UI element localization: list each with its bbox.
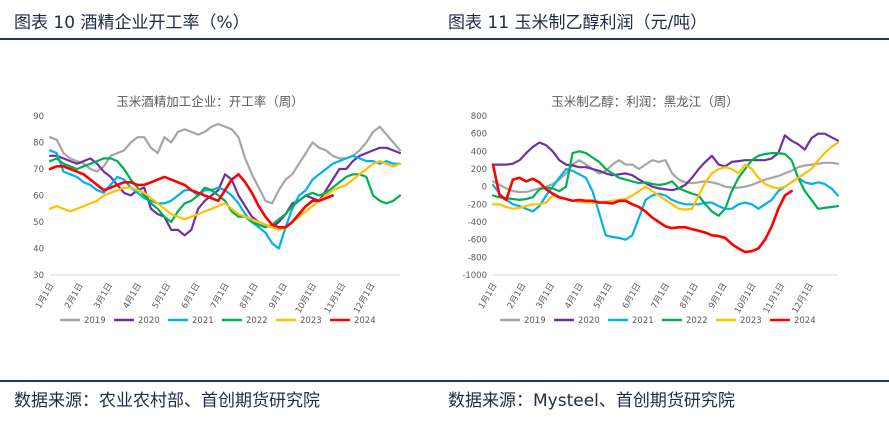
series-line-2019 bbox=[491, 159, 840, 194]
series-line-2020 bbox=[48, 146, 402, 237]
series-line-2021 bbox=[491, 167, 840, 241]
y-tick-label: -1000 bbox=[462, 271, 487, 281]
x-tick-label: 8月1日 bbox=[678, 282, 701, 311]
y-tick-label: 60 bbox=[33, 192, 44, 202]
legend-label-2024: 2024 bbox=[354, 316, 376, 326]
right-source-note: 数据来源：Mysteel、首创期货研究院 bbox=[448, 391, 735, 411]
legend-label-2024: 2024 bbox=[794, 316, 816, 326]
y-tick-label: 90 bbox=[33, 112, 44, 122]
legend-label-2021: 2021 bbox=[192, 316, 214, 326]
legend-label-2023: 2023 bbox=[740, 316, 762, 326]
x-tick-label: 5月1日 bbox=[151, 282, 174, 311]
x-tick-label: 9月1日 bbox=[707, 282, 730, 311]
series-line-2020 bbox=[491, 132, 840, 192]
y-tick-label: 70 bbox=[33, 165, 44, 175]
series-line-2022 bbox=[491, 150, 840, 217]
chart-title: 玉米制乙醇：利润：黑龙江（周） bbox=[551, 94, 739, 109]
left-source-note: 数据来源：农业农村部、首创期货研究院 bbox=[14, 391, 320, 411]
left-figure-title: 图表 10 酒精企业开工率（%） bbox=[14, 13, 250, 33]
legend-label-2023: 2023 bbox=[300, 316, 322, 326]
y-tick-label: 80 bbox=[33, 139, 44, 149]
series-line-2022 bbox=[48, 157, 402, 229]
bottom-rule bbox=[0, 380, 889, 382]
y-tick-label: 40 bbox=[33, 245, 44, 255]
x-tick-label: 10月1日 bbox=[733, 282, 758, 316]
right-figure-title: 图表 11 玉米制乙醇利润（元/吨） bbox=[448, 13, 708, 33]
x-tick-label: 11月1日 bbox=[323, 282, 348, 316]
x-tick-label: 9月1日 bbox=[267, 282, 290, 311]
legend-label-2020: 2020 bbox=[138, 316, 160, 326]
y-tick-label: 800 bbox=[471, 112, 487, 122]
y-tick-label: 400 bbox=[471, 147, 487, 157]
y-tick-label: 200 bbox=[471, 165, 487, 175]
y-tick-label: 50 bbox=[33, 218, 44, 228]
x-tick-label: 1月1日 bbox=[34, 282, 57, 311]
legend-label-2020: 2020 bbox=[578, 316, 600, 326]
chart-2: 玉米制乙醇：利润：黑龙江（周） -1000 -800 -600 -400 -200 0 200… bbox=[462, 94, 840, 326]
x-tick-label: 1月1日 bbox=[477, 282, 500, 311]
legend-label-2022: 2022 bbox=[686, 316, 708, 326]
x-tick-label: 4月1日 bbox=[122, 282, 145, 311]
y-tick-label: 0 bbox=[482, 183, 487, 193]
chart-title: 玉米酒精加工企业：开工率（周） bbox=[116, 94, 304, 109]
x-tick-label: 3月1日 bbox=[535, 282, 558, 311]
series-line-2024 bbox=[48, 165, 335, 229]
x-tick-label: 5月1日 bbox=[592, 282, 615, 311]
x-tick-label: 6月1日 bbox=[621, 282, 644, 311]
x-tick-label: 7月1日 bbox=[650, 282, 673, 311]
top-rule bbox=[0, 38, 889, 40]
x-tick-label: 3月1日 bbox=[92, 282, 115, 311]
legend-label-2022: 2022 bbox=[246, 316, 268, 326]
y-tick-label: 600 bbox=[471, 130, 487, 140]
y-tick-label: -200 bbox=[468, 200, 487, 210]
series-line-2024 bbox=[491, 163, 793, 254]
x-tick-label: 11月1日 bbox=[762, 282, 787, 316]
y-tick-label: -800 bbox=[468, 253, 487, 263]
legend-label-2019: 2019 bbox=[524, 316, 546, 326]
x-tick-label: 12月1日 bbox=[352, 282, 377, 316]
y-tick-label: -400 bbox=[468, 218, 487, 228]
x-tick-label: 4月1日 bbox=[563, 282, 586, 311]
x-tick-label: 8月1日 bbox=[238, 282, 261, 311]
x-tick-label: 2月1日 bbox=[506, 282, 529, 311]
series-line-2023 bbox=[48, 160, 402, 231]
x-tick-label: 2月1日 bbox=[63, 282, 86, 311]
chart-1: 玉米酒精加工企业：开工率（周） 30 40 50 60 70 80 90 1月1日 2月1日 3月1… bbox=[33, 94, 402, 326]
x-tick-label: 7月1日 bbox=[209, 282, 232, 311]
series-line-2023 bbox=[491, 141, 840, 211]
legend-label-2021: 2021 bbox=[632, 316, 654, 326]
legend-label-2019: 2019 bbox=[84, 316, 106, 326]
x-tick-label: 6月1日 bbox=[180, 282, 203, 311]
y-tick-label: -600 bbox=[468, 236, 487, 246]
x-tick-label: 12月1日 bbox=[791, 282, 816, 316]
y-tick-label: 30 bbox=[33, 271, 44, 281]
x-tick-label: 10月1日 bbox=[294, 282, 319, 316]
